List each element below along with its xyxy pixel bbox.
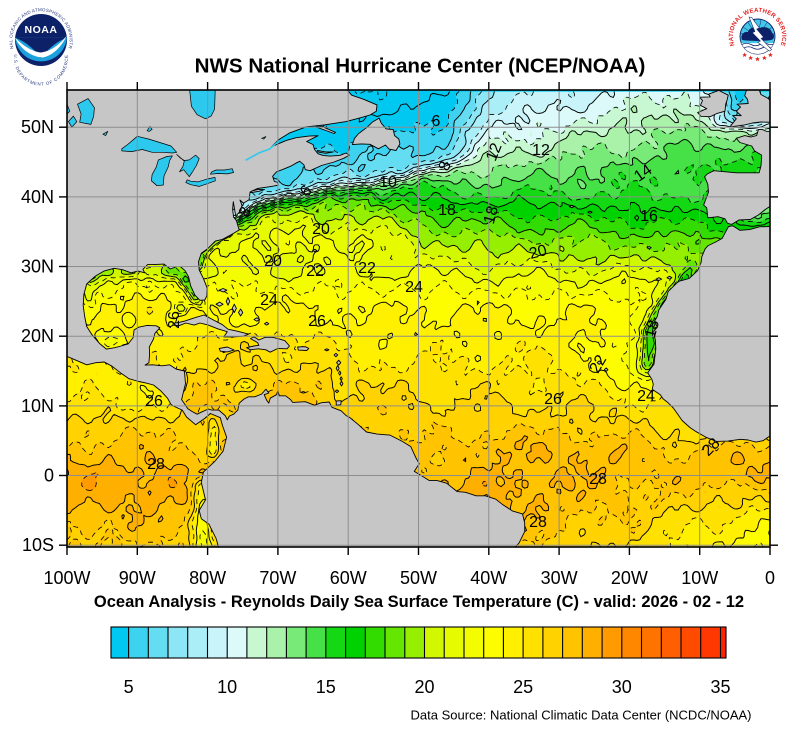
svg-text:25: 25 (513, 677, 533, 697)
svg-text:18: 18 (438, 202, 456, 219)
svg-text:26: 26 (544, 391, 562, 408)
svg-text:24: 24 (260, 292, 278, 309)
svg-text:20N: 20N (21, 326, 54, 346)
svg-text:20: 20 (312, 221, 330, 238)
svg-text:10W: 10W (681, 568, 718, 588)
svg-text:6: 6 (432, 113, 441, 130)
svg-text:90W: 90W (119, 568, 156, 588)
svg-text:40W: 40W (470, 568, 507, 588)
svg-text:70W: 70W (259, 568, 296, 588)
svg-text:28: 28 (589, 471, 607, 488)
svg-text:NOAA: NOAA (25, 24, 58, 36)
svg-text:10: 10 (379, 174, 397, 191)
svg-text:22: 22 (358, 260, 376, 277)
svg-text:10N: 10N (21, 396, 54, 416)
svg-text:18: 18 (642, 318, 663, 340)
svg-text:16: 16 (640, 208, 658, 225)
svg-text:22: 22 (306, 263, 324, 280)
svg-text:NWS National Hurricane Center: NWS National Hurricane Center (NCEP/NOAA… (195, 55, 646, 78)
svg-text:30: 30 (612, 677, 632, 697)
svg-text:20: 20 (264, 253, 282, 270)
svg-text:12: 12 (483, 141, 505, 164)
svg-text:30W: 30W (541, 568, 578, 588)
svg-text:60W: 60W (330, 568, 367, 588)
svg-text:10: 10 (217, 677, 237, 697)
svg-text:50N: 50N (21, 117, 54, 137)
svg-text:Data Source: National Climatic: Data Source: National Climatic Data Cent… (411, 708, 752, 723)
svg-text:28: 28 (529, 514, 547, 531)
svg-text:50W: 50W (400, 568, 437, 588)
svg-text:80W: 80W (189, 568, 226, 588)
svg-text:24: 24 (637, 388, 655, 405)
svg-text:20: 20 (414, 677, 434, 697)
svg-text:40N: 40N (21, 187, 54, 207)
svg-text:0: 0 (765, 568, 775, 588)
svg-text:5: 5 (124, 677, 134, 697)
svg-text:18: 18 (481, 204, 502, 226)
svg-text:26: 26 (145, 393, 163, 410)
svg-text:100W: 100W (43, 568, 90, 588)
svg-text:26: 26 (308, 313, 326, 330)
svg-text:26: 26 (166, 311, 183, 329)
svg-text:28: 28 (147, 456, 165, 473)
svg-text:Ocean Analysis - Reynolds Dail: Ocean Analysis - Reynolds Daily Sea Surf… (94, 593, 744, 611)
svg-text:10S: 10S (22, 535, 54, 555)
svg-text:20: 20 (527, 242, 549, 263)
svg-text:12: 12 (532, 142, 550, 159)
svg-text:20W: 20W (611, 568, 648, 588)
svg-text:35: 35 (710, 677, 730, 697)
svg-text:30N: 30N (21, 257, 54, 277)
svg-text:22: 22 (587, 352, 611, 376)
svg-text:15: 15 (316, 677, 336, 697)
svg-text:0: 0 (44, 466, 54, 486)
svg-text:24: 24 (405, 279, 423, 296)
